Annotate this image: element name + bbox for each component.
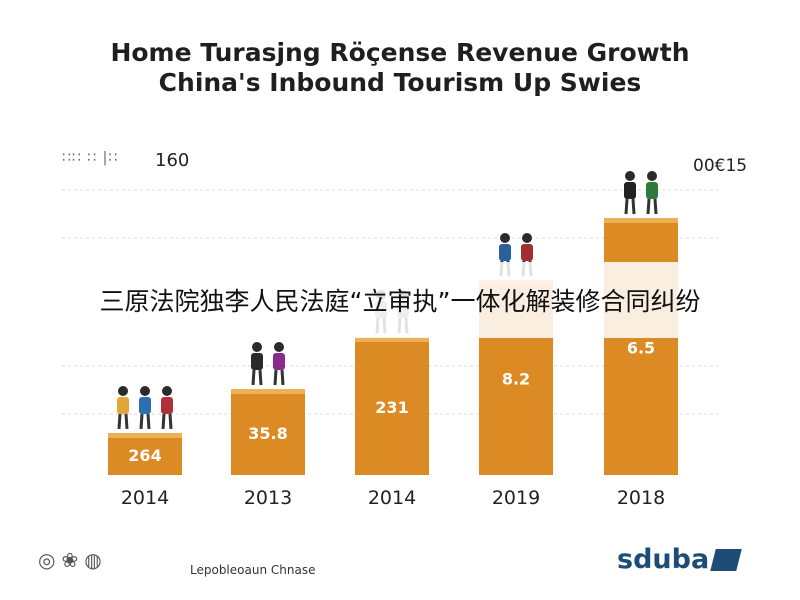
brand-name: sduba bbox=[617, 544, 710, 575]
data-label-0: 264 bbox=[128, 446, 161, 465]
brand-mark-icon bbox=[710, 548, 742, 571]
person-icon-0-1 bbox=[139, 386, 151, 430]
header-grid-icons: ∷∷ ∷ |∷ bbox=[62, 150, 119, 166]
person-icon-4-0 bbox=[624, 171, 636, 215]
footer-social-icons: ◎❀◍ bbox=[38, 548, 108, 572]
data-label-1: 35.8 bbox=[248, 424, 287, 443]
bar-top-4 bbox=[604, 218, 678, 223]
bar-2013-1 bbox=[231, 389, 305, 475]
x-tick-label-4: 2018 bbox=[617, 487, 665, 509]
x-tick-label-3: 2019 bbox=[492, 487, 540, 509]
person-icon-1-0 bbox=[251, 342, 263, 386]
x-axis-ticks: 2014 2013 2014 2019 2018 bbox=[121, 487, 665, 509]
x-tick-label-2: 2014 bbox=[368, 487, 416, 509]
person-icon-0-2 bbox=[161, 386, 173, 430]
bar-top-1 bbox=[231, 389, 305, 394]
person-icon-0-0 bbox=[117, 386, 129, 430]
bar-top-2 bbox=[355, 337, 429, 342]
header-left-value: 160 bbox=[155, 150, 190, 171]
bar-2014-0 bbox=[108, 433, 182, 475]
x-tick-label-0: 2014 bbox=[121, 487, 169, 509]
data-label-2: 231 bbox=[375, 398, 408, 417]
overlay-banner: 三原法院独李人民法庭“立审执”一体化解装修合同纠纷 bbox=[0, 262, 800, 338]
chart-title: Home Turasjng Röçense Revenue Growth bbox=[110, 38, 690, 67]
bar-2018-4 bbox=[604, 218, 678, 475]
brand-logo: sduba bbox=[617, 544, 742, 575]
footer-caption: Lepobleoaun Chnase bbox=[190, 563, 316, 577]
bar-2014-2 bbox=[355, 337, 429, 475]
chart-subtitle: China's Inbound Tourism Up Swies bbox=[158, 68, 642, 97]
data-label-4: 6.5 bbox=[627, 339, 655, 358]
header-right-value: 00€15 bbox=[693, 156, 748, 176]
person-icon-4-1 bbox=[646, 171, 658, 215]
bar-top-0 bbox=[108, 433, 182, 438]
data-label-3: 8.2 bbox=[502, 370, 530, 389]
person-icon-1-1 bbox=[273, 342, 285, 386]
bars: 264 35.8 231 8.2 6.5 bbox=[108, 218, 678, 475]
x-tick-label-1: 2013 bbox=[244, 487, 292, 509]
